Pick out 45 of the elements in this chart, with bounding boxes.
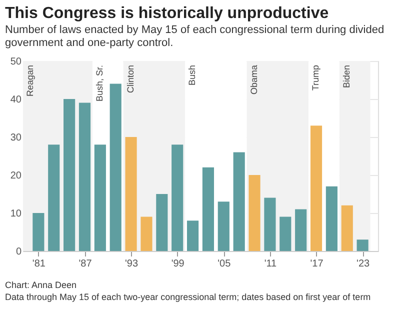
bar xyxy=(156,194,168,251)
bar xyxy=(32,213,44,251)
text: Data through May 15 of each two-year congressional term; dates based on first year of term xyxy=(5,292,371,302)
bar xyxy=(248,175,260,251)
bar xyxy=(186,220,199,251)
bar xyxy=(78,102,91,251)
y-tick-label: 50 xyxy=(10,56,22,68)
bar xyxy=(218,202,230,251)
y-tick-label: 0 xyxy=(16,246,22,258)
bar xyxy=(140,216,152,251)
text: Number of laws enacted by May 15 of each congressional term during divided xyxy=(5,24,384,36)
bar xyxy=(341,205,353,251)
x-tick-label: '93 xyxy=(125,258,138,270)
y-tick-label: 40 xyxy=(10,94,22,106)
x-tick-label: '17 xyxy=(310,258,324,270)
y-tick-label: 30 xyxy=(10,132,22,144)
x-tick-label: '87 xyxy=(78,258,92,270)
text: government and one-party control. xyxy=(5,37,174,49)
y-tick-label: 10 xyxy=(10,208,22,220)
bar xyxy=(264,198,276,251)
x-tick-label: '81 xyxy=(32,258,46,270)
bar xyxy=(295,209,307,251)
bar xyxy=(233,152,245,251)
y-tick-label: 20 xyxy=(10,170,22,182)
bar xyxy=(326,186,338,251)
x-tick-label: '99 xyxy=(171,258,185,270)
band-label: Reagan xyxy=(25,65,35,97)
x-tick-label: '05 xyxy=(218,258,232,270)
bar xyxy=(125,137,137,251)
bar xyxy=(48,144,60,251)
band-label: Biden xyxy=(341,65,352,88)
band-label: Trump xyxy=(310,65,321,91)
bar xyxy=(172,144,184,251)
band-label: Clinton xyxy=(125,65,136,94)
bar xyxy=(64,99,76,251)
band-label: Bush xyxy=(187,65,198,86)
bar xyxy=(202,167,214,251)
x-tick-label: '11 xyxy=(264,258,278,270)
text: Chart: Anna Deen xyxy=(5,280,77,290)
x-tick-label: '23 xyxy=(356,258,370,270)
bar xyxy=(356,240,368,251)
bar xyxy=(280,216,292,251)
chart-title: This Congress is historically unproductive xyxy=(5,5,329,22)
band-label: Bush, Sr. xyxy=(94,65,104,102)
band-label: Obama xyxy=(248,65,259,95)
